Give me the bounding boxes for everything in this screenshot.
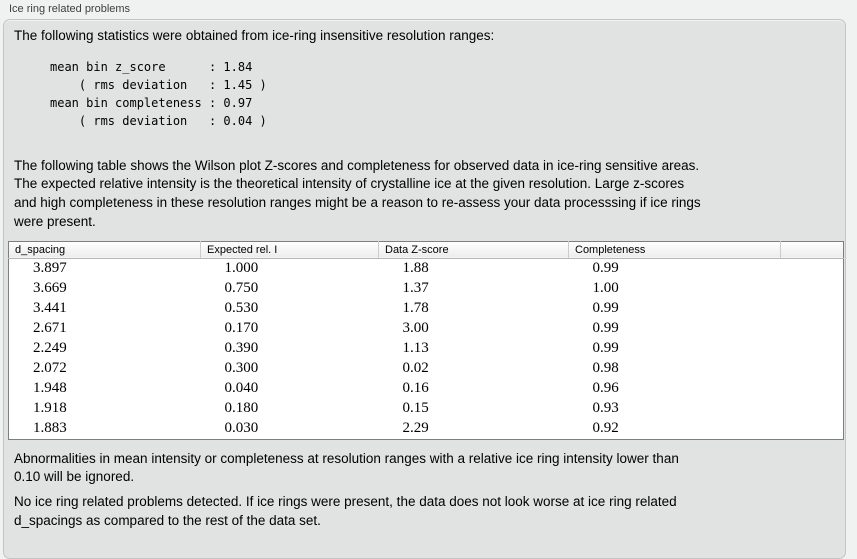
cell-completeness: 0.99	[592, 300, 619, 317]
cell-expected-rel-i: 1.000	[224, 260, 259, 277]
cell-expected-rel-i: 0.530	[224, 300, 259, 317]
cell-completeness: 0.99	[592, 340, 619, 357]
header-completeness[interactable]: Completeness	[568, 241, 781, 259]
cell-completeness: 0.96	[592, 380, 619, 397]
cell-d-spacing: 2.249	[33, 340, 67, 357]
cell-data-z-score: 0.15	[402, 400, 429, 417]
cell-completeness: 0.93	[592, 400, 619, 417]
header-expected-rel-i[interactable]: Expected rel. I	[200, 241, 379, 259]
ignore-note-text: Abnormalities in mean intensity or compl…	[14, 450, 835, 487]
cell-expected-rel-i: 0.750	[224, 280, 259, 297]
table-row[interactable]: 3.669 0.750 1.37 1.00	[9, 279, 844, 299]
cell-empty	[781, 399, 844, 419]
table-row[interactable]: 2.072 0.300 0.02 0.98	[9, 359, 844, 379]
cell-completeness: 1.00	[592, 280, 619, 297]
cell-d-spacing: 1.918	[33, 400, 67, 417]
cell-expected-rel-i: 0.390	[224, 340, 259, 357]
cell-empty	[781, 299, 844, 319]
intro-text: The following statistics were obtained f…	[14, 27, 835, 46]
text-line: were present.	[14, 213, 96, 229]
text-line: No ice ring related problems detected. I…	[14, 493, 677, 509]
cell-empty	[781, 319, 844, 339]
header-d-spacing[interactable]: d_spacing	[8, 241, 201, 259]
table-row[interactable]: 1.918 0.180 0.15 0.93	[9, 399, 844, 419]
table-row[interactable]: 1.948 0.040 0.16 0.96	[9, 379, 844, 399]
text-line: d_spacings as compared to the rest of th…	[14, 512, 321, 528]
table-row[interactable]: 3.897 1.000 1.88 0.99	[9, 258, 844, 279]
cell-empty	[781, 359, 844, 379]
header-empty	[780, 241, 844, 259]
cell-d-spacing: 2.671	[33, 320, 67, 337]
ice-ring-report-page: { "colors": { "page_background": "#f0f1f…	[3, 3, 846, 559]
cell-empty	[781, 258, 844, 279]
cell-empty	[781, 279, 844, 299]
group-title: Ice ring related problems	[9, 3, 131, 15]
cell-d-spacing: 3.441	[33, 300, 67, 317]
cell-data-z-score: 2.29	[402, 420, 429, 437]
cell-expected-rel-i: 0.030	[224, 420, 259, 437]
cell-data-z-score: 1.78	[402, 300, 429, 317]
ice-ring-panel: The following statistics were obtained f…	[3, 19, 846, 559]
text-line: Abnormalities in mean intensity or compl…	[14, 450, 679, 466]
cell-data-z-score: 1.88	[402, 260, 429, 277]
table-row[interactable]: 3.441 0.530 1.78 0.99	[9, 299, 844, 319]
text-line: 0.10 will be ignored.	[14, 469, 135, 485]
cell-empty	[781, 379, 844, 399]
cell-expected-rel-i: 0.300	[224, 360, 259, 377]
cell-d-spacing: 1.948	[33, 380, 67, 397]
cell-data-z-score: 0.16	[402, 380, 429, 397]
header-data-z-score[interactable]: Data Z-score	[378, 241, 569, 259]
cell-empty	[781, 339, 844, 359]
table-row[interactable]: 2.249 0.390 1.13 0.99	[9, 339, 844, 359]
stats-block: mean bin z_score : 1.84 ( rms deviation …	[50, 59, 267, 128]
cell-data-z-score: 0.02	[402, 360, 429, 377]
text-line: The expected relative intensity is the t…	[14, 176, 685, 192]
text-line: The following table shows the Wilson plo…	[14, 157, 700, 173]
ice-ring-table[interactable]: d_spacing Expected rel. I Data Z-score C…	[8, 240, 844, 440]
wilson-note-text: The following table shows the Wilson plo…	[14, 157, 835, 232]
cell-completeness: 0.99	[592, 260, 619, 277]
cell-d-spacing: 3.669	[33, 280, 67, 297]
cell-empty	[781, 419, 844, 440]
table-header-row: d_spacing Expected rel. I Data Z-score C…	[8, 241, 844, 259]
conclusion-text: No ice ring related problems detected. I…	[14, 493, 835, 530]
cell-completeness: 0.92	[592, 420, 619, 437]
cell-completeness: 0.99	[592, 320, 619, 337]
cell-data-z-score: 3.00	[402, 320, 429, 337]
cell-d-spacing: 3.897	[33, 260, 67, 277]
cell-data-z-score: 1.37	[402, 280, 429, 297]
cell-expected-rel-i: 0.040	[224, 380, 259, 397]
cell-expected-rel-i: 0.180	[224, 400, 259, 417]
cell-expected-rel-i: 0.170	[224, 320, 259, 337]
table-row[interactable]: 1.883 0.030 2.29 0.92	[9, 419, 844, 440]
text-line: and high completeness in these resolutio…	[14, 195, 701, 211]
cell-d-spacing: 1.883	[33, 420, 67, 437]
table-row[interactable]: 2.671 0.170 3.00 0.99	[9, 319, 844, 339]
text-line: The following statistics were obtained f…	[14, 28, 495, 43]
cell-d-spacing: 2.072	[33, 360, 67, 377]
cell-completeness: 0.98	[592, 360, 619, 377]
cell-data-z-score: 1.13	[402, 340, 429, 357]
